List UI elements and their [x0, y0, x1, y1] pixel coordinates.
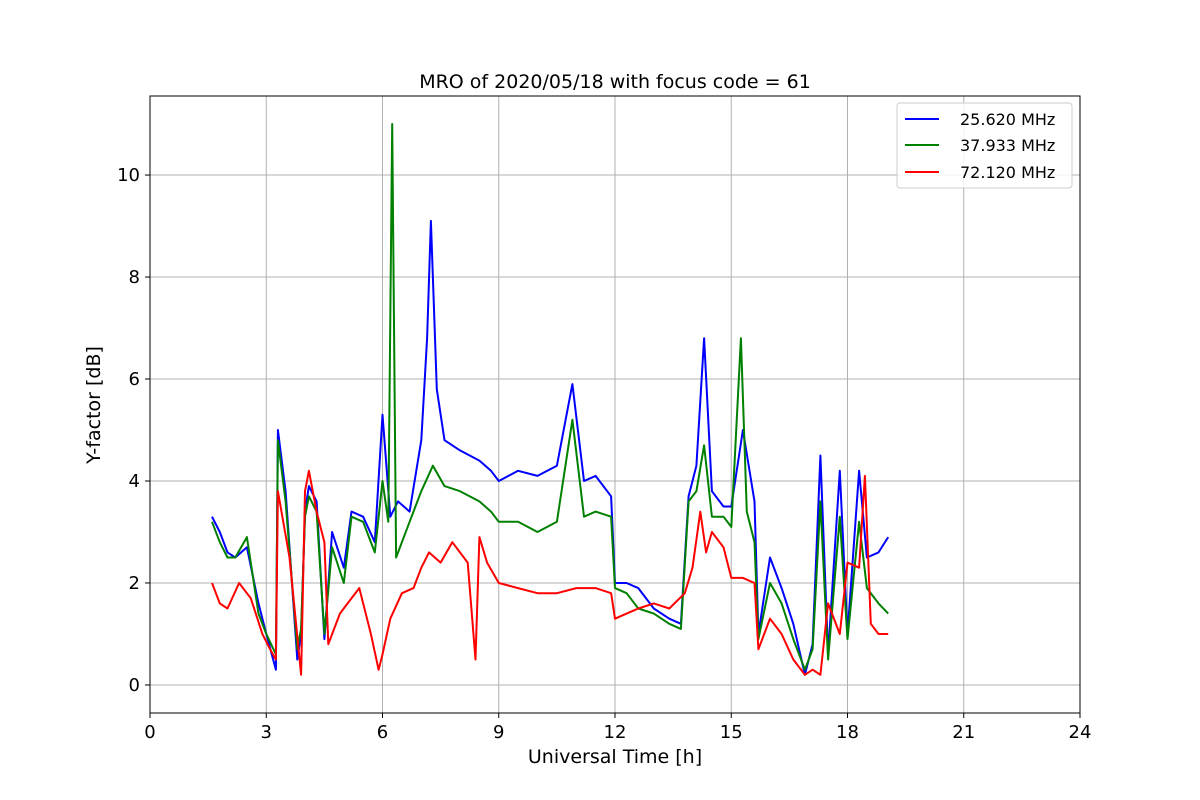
x-tick-label: 0	[144, 722, 155, 743]
legend-label-72mhz: 72.120 MHz	[960, 163, 1055, 182]
y-tick-label: 8	[129, 267, 140, 288]
y-tick-label: 0	[129, 675, 140, 696]
x-tick-label: 15	[720, 722, 743, 743]
y-axis: 0 2 4 6 8 10	[117, 165, 150, 696]
chart-title: MRO of 2020/05/18 with focus code = 61	[419, 71, 811, 93]
x-axis: 0 3 6 9 12 15 18 21 24	[144, 713, 1091, 743]
x-tick-label: 24	[1069, 722, 1092, 743]
series-line-2	[211, 469, 889, 676]
x-axis-label: Universal Time [h]	[528, 746, 702, 768]
series-layer	[211, 123, 890, 676]
y-tick-label: 10	[117, 165, 140, 186]
x-tick-label: 12	[604, 722, 627, 743]
x-tick-label: 18	[836, 722, 859, 743]
legend-label-25mhz: 25.620 MHz	[960, 110, 1055, 129]
legend-box	[896, 102, 1073, 189]
x-tick-label: 21	[952, 722, 975, 743]
y-tick-label: 2	[129, 573, 140, 594]
legend: 25.620 MHz 37.933 MHz 72.120 MHz	[896, 102, 1073, 189]
y-axis-label: Y-factor [dB]	[83, 346, 105, 465]
x-tick-label: 3	[261, 722, 272, 743]
legend-label-37mhz: 37.933 MHz	[960, 136, 1055, 155]
x-tick-label: 9	[493, 722, 504, 743]
y-tick-label: 4	[129, 471, 140, 492]
x-tick-label: 6	[377, 722, 388, 743]
y-tick-label: 6	[129, 369, 140, 390]
